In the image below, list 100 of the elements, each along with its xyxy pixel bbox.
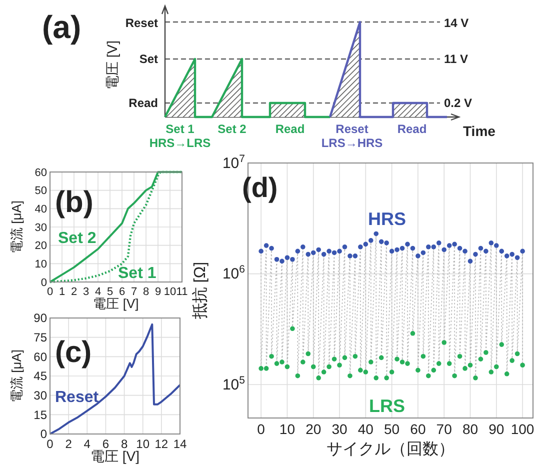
y-tick-label: 60 [34, 350, 48, 364]
point [352, 354, 358, 359]
x-tick-label: 20 [306, 421, 322, 437]
point [446, 361, 452, 366]
text: Reset [336, 122, 368, 136]
y-tick-label: 30 [34, 388, 48, 403]
x-tick-label: 60 [410, 421, 426, 437]
point [368, 238, 374, 243]
point [321, 252, 326, 257]
text: (b) [55, 186, 94, 219]
point [405, 361, 410, 366]
point [457, 354, 462, 359]
text: Set 2 [218, 122, 247, 136]
line-series [49, 323, 181, 435]
point [374, 376, 379, 380]
y-tick-label: 50 [34, 185, 47, 198]
point [316, 376, 321, 380]
series-label: Set 2 [58, 230, 96, 247]
point [510, 358, 514, 363]
point [488, 370, 494, 374]
x-tick-label: 10 [136, 437, 150, 451]
series-label: LRS [369, 396, 405, 416]
y-tick-label: 15 [34, 408, 48, 422]
point [264, 366, 269, 371]
point [514, 255, 520, 260]
y-tick-label: 90 [34, 311, 48, 326]
point [310, 364, 316, 370]
point [405, 242, 410, 247]
point [436, 240, 442, 246]
x-tick-label: 50 [384, 421, 400, 437]
x-axis-title: 電圧 [V] [93, 296, 139, 311]
y-tick-label: 30 [34, 222, 47, 234]
point [504, 372, 510, 376]
x-tick-label: 5 [106, 286, 114, 298]
series-label: Set 1 [118, 265, 156, 282]
point [290, 326, 295, 332]
point [462, 248, 468, 254]
y-tick-label: 10$^{6}$ [222, 264, 246, 283]
point [378, 239, 384, 244]
point [342, 355, 348, 360]
text: 0.2 V [444, 96, 472, 110]
point [280, 258, 284, 264]
y-tick-label: 40 [34, 204, 47, 216]
text: Reset [125, 16, 158, 30]
y-tick-label: 20 [34, 240, 47, 252]
point [280, 360, 284, 364]
x-tick-label: 2 [65, 437, 72, 451]
text: LRS→HRS [321, 136, 383, 150]
x-tick-label: 2 [70, 286, 78, 298]
point [389, 248, 394, 254]
point [358, 368, 363, 373]
x-tick-label: 4 [94, 286, 102, 298]
y-tick-label: 45 [34, 369, 48, 384]
text: (c) [55, 336, 92, 369]
point [473, 252, 478, 257]
point [284, 364, 290, 370]
y-axis-title: 電流 [μA] [9, 200, 24, 254]
point [452, 242, 457, 247]
point [478, 356, 484, 362]
point [348, 254, 352, 258]
x-tick-label: 0 [257, 421, 266, 437]
x-tick-label: 8 [120, 437, 128, 451]
x-tick-label: 6 [118, 286, 126, 298]
point [416, 254, 420, 258]
point [410, 246, 416, 251]
point [473, 376, 478, 380]
text: Set 1 [166, 122, 195, 136]
point [452, 373, 457, 378]
y-tick-label: 0 [40, 276, 47, 289]
point [342, 244, 348, 250]
point [258, 366, 264, 371]
point [295, 373, 300, 378]
point [306, 351, 311, 356]
x-tick-label: 14 [173, 437, 187, 451]
point [494, 364, 499, 370]
point [494, 243, 499, 248]
point [400, 246, 405, 251]
point [484, 350, 488, 355]
point [426, 244, 431, 250]
x-tick-label: 30 [332, 421, 348, 437]
point [504, 254, 510, 258]
point [352, 254, 358, 258]
point [488, 240, 494, 246]
text: 11 V [444, 52, 468, 66]
point [484, 248, 488, 254]
x-tick-label: 4 [84, 437, 91, 451]
point [400, 360, 405, 364]
text: Read [128, 96, 158, 110]
point [499, 248, 504, 254]
point [394, 356, 400, 362]
point [384, 376, 389, 380]
x-axis-title: サイクル（回数） [326, 441, 454, 458]
point [442, 340, 446, 345]
point [431, 368, 436, 373]
x-tick-label: 10 [164, 286, 176, 298]
point [316, 247, 321, 252]
y-tick-label: 75 [34, 330, 48, 345]
point [499, 342, 504, 347]
point [310, 250, 316, 256]
point [284, 255, 290, 260]
